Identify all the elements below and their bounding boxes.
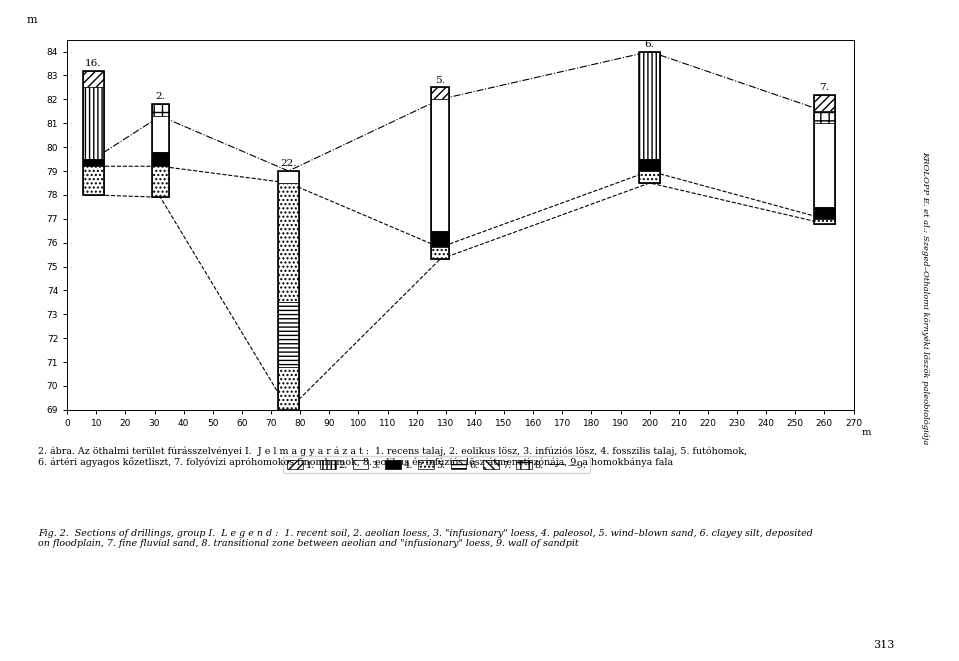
Text: 313: 313 [873,640,894,650]
Bar [814,207,834,219]
Bar [640,159,660,171]
Bar [278,367,298,410]
Bar [83,87,104,159]
Bar [432,99,449,231]
Bar [814,111,834,123]
Bar [814,219,834,223]
Text: KROLOPP E. et al.: Szeged–Othalomi környéki lőszök paleobiológiája: KROLOPP E. et al.: Szeged–Othalomi körny… [922,151,929,444]
Text: 7.: 7. [819,83,830,92]
Bar [640,52,660,183]
Bar [152,152,169,166]
Bar [814,123,834,207]
Text: 2.: 2. [155,93,165,101]
Bar [432,87,449,99]
Text: 2. ábra. Az öthalmi terület fúrásszelvényei I.  J e l m a g y a r á z a t :  1. : 2. ábra. Az öthalmi terület fúrásszelvén… [38,446,747,467]
Bar [814,95,834,111]
Bar [83,71,104,195]
Bar [83,71,104,87]
Bar [814,95,834,223]
Legend: 1., 2., 3., 4., 5., 6., 7., 8., —9.: 1., 2., 3., 4., 5., 6., 7., 8., —9. [284,456,590,473]
Bar [278,171,298,410]
Text: Fig. 2.  Sections of drillings, group I.  L e g e n d :  1. recent soil, 2. aeol: Fig. 2. Sections of drillings, group I. … [38,529,813,548]
Bar [432,247,449,259]
Bar [640,52,660,159]
Text: 22.: 22. [280,159,296,168]
Text: 5.: 5. [435,75,445,85]
Text: m: m [861,428,871,436]
Bar [278,183,298,302]
Bar [640,171,660,183]
Bar [152,104,169,116]
Bar [152,166,169,197]
Bar [83,166,104,195]
Text: 6.: 6. [644,40,655,49]
Bar [432,231,449,247]
Text: 16.: 16. [85,59,102,68]
Bar [83,159,104,166]
Bar [278,302,298,367]
Bar [432,87,449,259]
Bar [152,116,169,152]
Bar [278,171,298,183]
Text: m: m [27,15,37,25]
Bar [152,104,169,197]
